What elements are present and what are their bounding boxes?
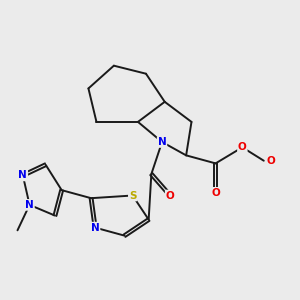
Text: N: N [158,137,167,147]
Text: O: O [238,142,247,152]
Text: S: S [129,190,136,200]
Text: N: N [19,170,27,180]
Text: O: O [166,190,175,200]
Text: O: O [266,156,275,166]
Text: N: N [91,223,100,232]
Text: N: N [25,200,34,210]
Text: O: O [211,188,220,198]
